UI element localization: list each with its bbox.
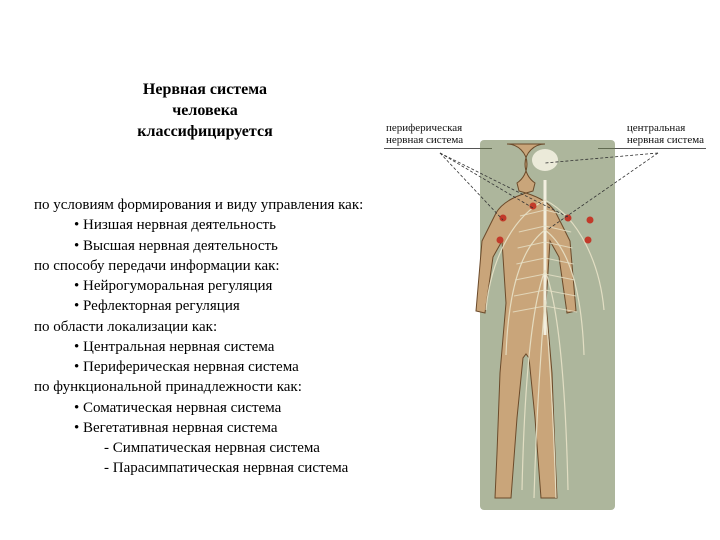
title-line: человека [172, 102, 237, 119]
human-nervous-system-illustration [390, 100, 700, 520]
title-line: классифицируется [137, 123, 272, 140]
anatomy-figure: периферическая нервная система центральн… [390, 100, 700, 520]
slide-title: Нервная система человека классифицируетс… [100, 80, 310, 142]
title-line: Нервная система [143, 81, 267, 98]
